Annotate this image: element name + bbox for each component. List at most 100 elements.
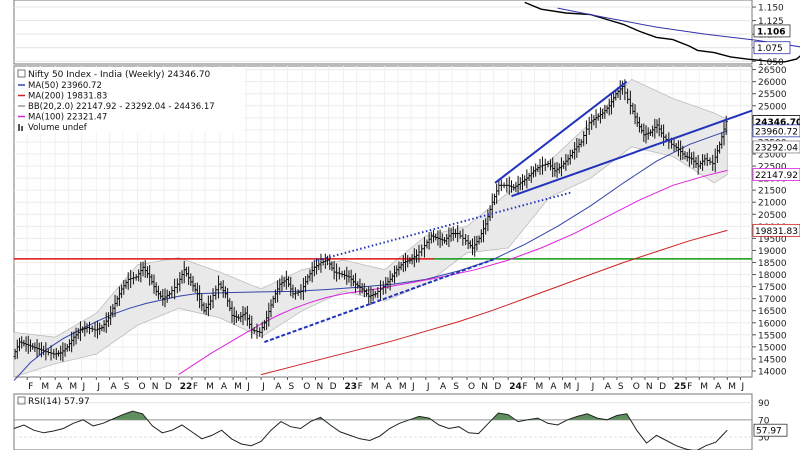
trend-line-dashed-0	[264, 257, 496, 343]
x-tick-label: F	[687, 382, 692, 392]
main-y-tick-label: 20500	[758, 211, 787, 221]
x-tick-label: M	[371, 382, 379, 392]
top-last-value-box	[753, 24, 791, 38]
x-tick-label: J	[740, 382, 744, 392]
rsi-y-tick-label: 70	[758, 416, 770, 426]
x-tick-label: M	[728, 382, 736, 392]
x-tick-label: A	[715, 382, 722, 392]
x-tick-label: N	[316, 382, 323, 392]
x-tick-label: M	[399, 382, 407, 392]
trend-line-solid-3	[511, 109, 753, 198]
top-y-tick-label: 1.050	[758, 58, 784, 68]
x-tick-label: M	[700, 382, 708, 392]
main-y-tick-label: 22500	[758, 163, 787, 173]
x-tick-label: F	[522, 382, 527, 392]
x-tick-label: F	[193, 382, 198, 392]
x-tick-label: S	[618, 382, 624, 392]
value-label: 22147.92	[755, 171, 798, 181]
value-label: 23292.04	[755, 143, 798, 153]
x-tick-label: 24	[509, 382, 522, 392]
x-tick-label: J	[246, 382, 250, 392]
x-tick-label: M	[69, 382, 77, 392]
main-panel	[13, 66, 753, 381]
value-label-box	[752, 124, 800, 138]
value-label-box	[752, 168, 800, 181]
x-tick-label: A	[275, 382, 282, 392]
value-label-box	[752, 223, 800, 237]
x-tick-label: S	[124, 382, 130, 392]
legend-swatch	[21, 126, 23, 131]
legend-entry: MA(200) 19831.83	[28, 92, 107, 102]
legend-entry: Volume undef	[28, 123, 88, 133]
x-tick-label: A	[386, 382, 393, 392]
rsi-panel: 50 70 90 57.97 RSI(14) 57.97	[13, 396, 788, 452]
main-y-tick-label: 14000	[758, 367, 787, 377]
x-tick-label: N	[646, 382, 653, 392]
rsi-last-value-box	[753, 423, 788, 437]
main-legend: Nifty 50 Index - India (Weekly) 24346.70…	[15, 67, 245, 133]
x-axis: F M A M J J A S O N D 22 F M A M J J A S O N D 23 F M A M J J A S O N D 24 F…	[26, 377, 744, 392]
x-tick-label: M	[41, 382, 49, 392]
main-y-tick-label: 17000	[758, 295, 787, 305]
main-y-tick-label: 17500	[758, 283, 787, 293]
x-tick-label: 25	[674, 382, 687, 392]
x-tick-label: D	[494, 382, 501, 392]
x-tick-label: 22	[180, 382, 193, 392]
x-tick-label: J	[96, 382, 100, 392]
main-y-tick-label: 23000	[758, 150, 787, 160]
x-tick-label: D	[659, 382, 666, 392]
value-label: 23960.72	[755, 127, 798, 137]
ma100-line	[178, 169, 728, 376]
main-y-tick-label: 26000	[758, 78, 787, 88]
x-tick-label: J	[576, 382, 580, 392]
x-tick-label: F	[28, 382, 33, 392]
top-ratio-line	[524, 1, 800, 63]
trend-line-solid-2	[494, 80, 628, 184]
chart-title: Nifty 50 Index - India (Weekly) 24346.70	[28, 70, 211, 80]
x-tick-label: J	[261, 382, 265, 392]
main-y-tick-label: 25500	[758, 90, 787, 100]
main-y-tick-label: 18000	[758, 271, 787, 281]
x-tick-label: N	[481, 382, 488, 392]
x-tick-label: A	[111, 382, 118, 392]
x-tick-label: A	[550, 382, 557, 392]
x-tick-label: D	[330, 382, 337, 392]
x-tick-label: M	[206, 382, 214, 392]
value-label: 19831.83	[755, 227, 798, 237]
main-y-tick-label: 19000	[758, 247, 787, 257]
main-y-tick-label: 18500	[758, 259, 787, 269]
main-y-tick-label: 16000	[758, 319, 787, 329]
x-tick-label: M	[564, 382, 572, 392]
price-bars	[13, 79, 728, 362]
ma200-line	[260, 229, 728, 376]
x-tick-label: A	[221, 382, 228, 392]
x-tick-label: D	[165, 382, 172, 392]
x-tick-label: S	[288, 382, 294, 392]
value-label-box	[752, 140, 800, 154]
x-tick-label: 23	[344, 382, 357, 392]
legend-entry: BB(20,2.0) 22147.92 - 23292.04 - 24436.1…	[28, 102, 215, 112]
x-tick-label: M	[536, 382, 544, 392]
legend-entry: MA(100) 22321.47	[28, 113, 107, 123]
x-tick-label: J	[591, 382, 595, 392]
legend-background	[15, 67, 245, 133]
main-y-tick-label: 26500	[758, 66, 787, 76]
legend-entry: MA(50) 23960.72	[28, 81, 102, 91]
x-tick-label: O	[633, 382, 640, 392]
x-tick-label: J	[82, 382, 86, 392]
rsi-y-tick-label: 90	[758, 399, 770, 409]
main-y-tick-label: 21000	[758, 199, 787, 209]
x-tick-label: F	[358, 382, 363, 392]
x-tick-label: J	[426, 382, 430, 392]
main-y-tick-label: 15500	[758, 331, 787, 341]
x-tick-label: A	[440, 382, 447, 392]
main-y-tick-label: 16500	[758, 307, 787, 317]
x-tick-label: J	[411, 382, 415, 392]
top-last-value-label: 1.106	[757, 27, 785, 37]
rsi-overbought-fill	[14, 411, 728, 420]
value-label: 24346.70	[755, 118, 800, 128]
